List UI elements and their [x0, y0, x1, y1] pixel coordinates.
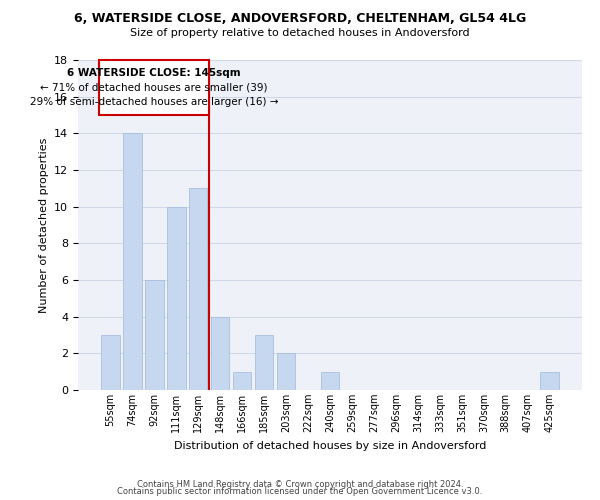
- Bar: [320, 372, 340, 390]
- Bar: [255, 335, 274, 390]
- Bar: [145, 280, 164, 390]
- Text: Contains HM Land Registry data © Crown copyright and database right 2024.: Contains HM Land Registry data © Crown c…: [137, 480, 463, 489]
- Bar: [277, 354, 295, 390]
- Text: Contains public sector information licensed under the Open Government Licence v3: Contains public sector information licen…: [118, 487, 482, 496]
- Bar: [211, 316, 229, 390]
- Bar: [167, 206, 185, 390]
- Text: Size of property relative to detached houses in Andoversford: Size of property relative to detached ho…: [130, 28, 470, 38]
- Text: ← 71% of detached houses are smaller (39): ← 71% of detached houses are smaller (39…: [40, 82, 268, 92]
- Bar: [541, 372, 559, 390]
- Bar: [123, 134, 142, 390]
- Y-axis label: Number of detached properties: Number of detached properties: [38, 138, 49, 312]
- Bar: [233, 372, 251, 390]
- FancyBboxPatch shape: [99, 60, 209, 115]
- Text: 6, WATERSIDE CLOSE, ANDOVERSFORD, CHELTENHAM, GL54 4LG: 6, WATERSIDE CLOSE, ANDOVERSFORD, CHELTE…: [74, 12, 526, 26]
- Bar: [189, 188, 208, 390]
- X-axis label: Distribution of detached houses by size in Andoversford: Distribution of detached houses by size …: [174, 440, 486, 450]
- Bar: [101, 335, 119, 390]
- Text: 29% of semi-detached houses are larger (16) →: 29% of semi-detached houses are larger (…: [30, 97, 278, 107]
- Text: 6 WATERSIDE CLOSE: 145sqm: 6 WATERSIDE CLOSE: 145sqm: [67, 68, 241, 78]
